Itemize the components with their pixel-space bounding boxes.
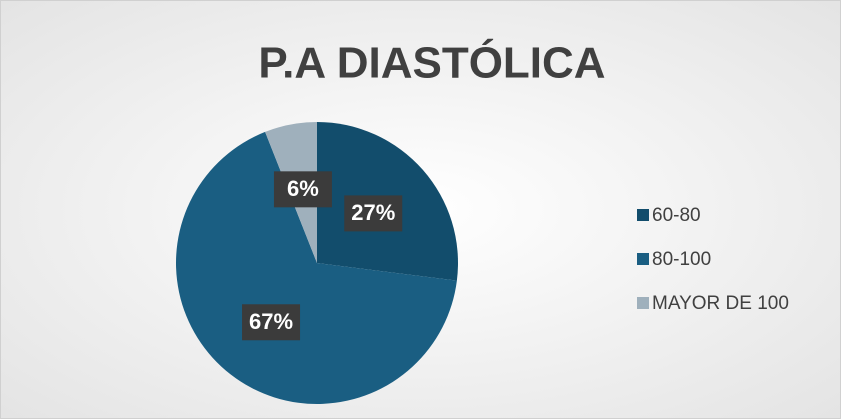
legend: 60-80 80-100 MAYOR DE 100 [637,205,789,314]
data-label-box [273,171,332,208]
data-label: 6% [287,176,319,201]
chart-title: P.A DIASTÓLICA [258,38,605,88]
data-labels: 27% 67% 6% [242,171,403,341]
data-label-box [242,304,301,341]
data-label: 67% [249,309,293,334]
legend-label: 80-100 [652,249,711,270]
legend-swatch [637,297,649,309]
legend-swatch [637,253,649,265]
pie [176,122,458,404]
legend-label: 60-80 [652,205,701,226]
legend-swatch [637,209,649,221]
data-label-box [344,195,403,232]
data-label: 27% [351,200,395,225]
legend-label: MAYOR DE 100 [652,293,789,314]
